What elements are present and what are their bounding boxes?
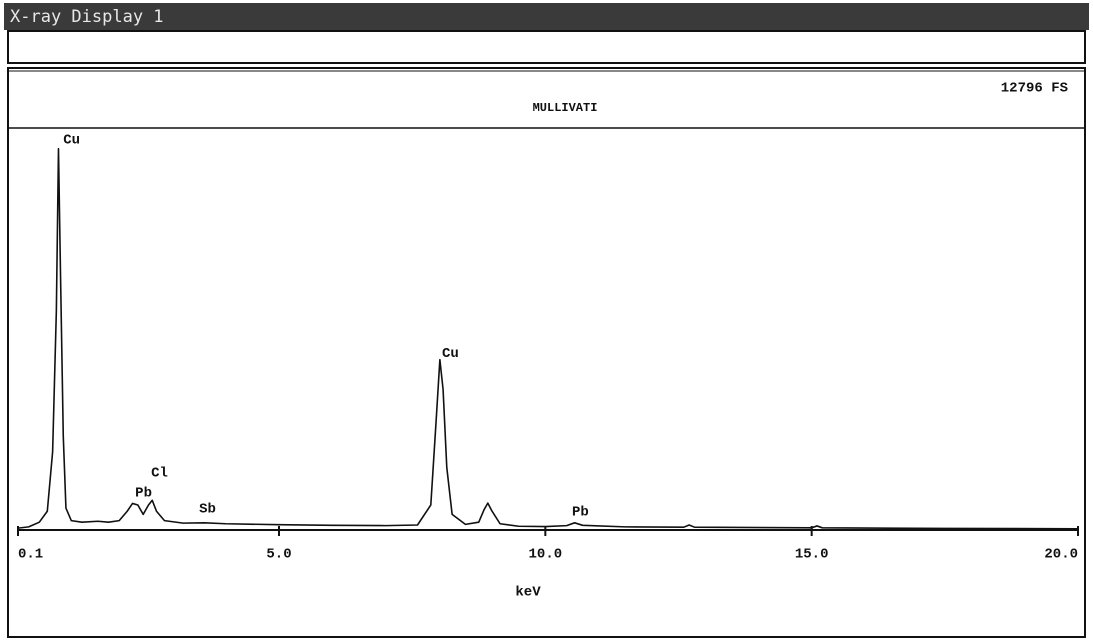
- x-tick-label: 5.0: [266, 547, 291, 563]
- x-tick-label: 15.0: [795, 547, 829, 563]
- peak-label: Cl: [151, 466, 168, 482]
- input-field[interactable]: [7, 30, 1086, 64]
- peak-label: Sb: [199, 502, 216, 518]
- chart-title: MULLIVATI: [533, 101, 598, 115]
- display-panel: [7, 67, 1086, 638]
- peak-label: Pb: [572, 505, 589, 521]
- peak-label: Cu: [442, 346, 459, 362]
- x-axis-label: keV: [515, 585, 541, 601]
- x-tick-label: 10.0: [529, 547, 563, 563]
- window-title: X-ray Display 1: [10, 7, 164, 27]
- full-scale-label: 12796 FS: [1001, 81, 1068, 97]
- x-tick-label: 20.0: [1044, 547, 1078, 563]
- peak-label: Pb: [135, 486, 152, 502]
- spectrum-line: [17, 147, 1079, 530]
- title-bar: [4, 3, 1089, 30]
- peak-label: Cu: [63, 133, 80, 149]
- x-tick-label: 0.1: [18, 547, 43, 563]
